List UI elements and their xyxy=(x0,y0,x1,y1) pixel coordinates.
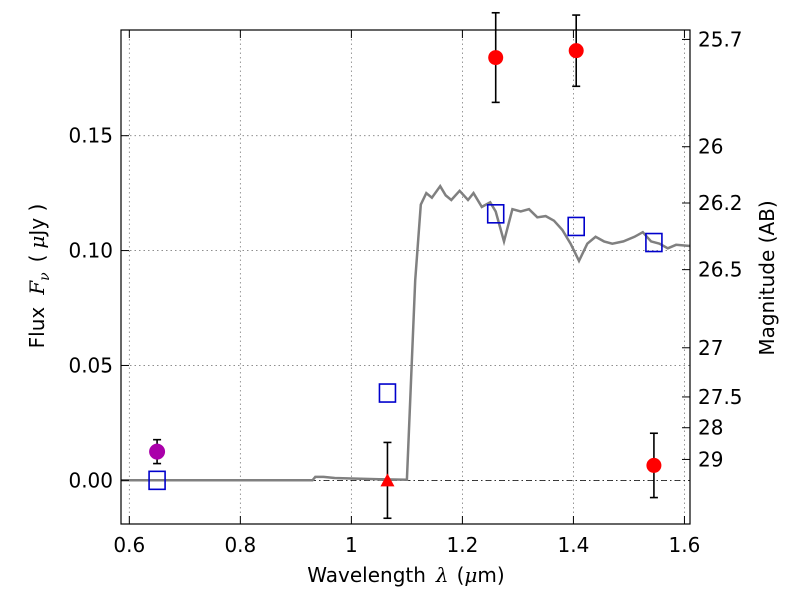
y-tick-label: 0.05 xyxy=(68,353,113,377)
y-axis-label: Flux Fν ( μJy ) xyxy=(25,204,53,349)
detection-data-point xyxy=(646,457,662,473)
x-tick-label: 0.8 xyxy=(224,533,256,557)
x-tick-label: 1 xyxy=(345,533,358,557)
magnitude-tick-label: 26 xyxy=(698,135,723,159)
x-axis-label: Wavelength λ (μm) xyxy=(307,563,504,587)
magnitude-axis-label: Magnitude (AB) xyxy=(755,200,779,355)
y-axis-label-unit-mu: μ xyxy=(25,236,49,249)
magnitude-tick-label: 29 xyxy=(698,447,723,471)
y-tick-label: 0.15 xyxy=(68,124,113,148)
upper-limit-triangle xyxy=(380,473,395,487)
model-photometry-square xyxy=(378,383,397,403)
x-tick-label: 1.6 xyxy=(669,533,701,557)
x-axis-label-prefix: Wavelength xyxy=(307,563,426,587)
magnitude-tick-label: 26.5 xyxy=(698,258,743,282)
y-axis-label-prefix: Flux xyxy=(25,307,49,349)
model-photometry-square xyxy=(486,204,505,224)
magnitude-tick-label: 27.5 xyxy=(698,385,743,409)
x-tick-label: 1.2 xyxy=(446,533,478,557)
magnitude-tick-label: 28 xyxy=(698,416,723,440)
plot-frame xyxy=(120,29,691,525)
detection-data-point xyxy=(488,50,504,66)
magnitude-tick-label: 27 xyxy=(698,336,723,360)
magnitude-tick-label: 25.7 xyxy=(698,27,743,51)
x-tick-label: 0.6 xyxy=(113,533,145,557)
y-tick-label: 0.00 xyxy=(68,468,113,492)
x-axis-label-symbol: λ xyxy=(435,563,449,587)
y-axis-label-subscript: ν xyxy=(37,272,53,281)
detection-data-point xyxy=(568,43,584,59)
x-axis-label-unit-rest: m) xyxy=(477,563,504,587)
y-tick-label: 0.10 xyxy=(68,239,113,263)
x-tick-label: 1.4 xyxy=(558,533,590,557)
model-spectrum-line xyxy=(121,183,691,482)
axis-ticks: 0.6 0.8 1 1.2 1.4 1.6 0.00 0.05 0.10 0.15 25.7 26 26… xyxy=(68,27,742,557)
data-marks xyxy=(148,11,663,520)
x-axis-label-unit-open: ( xyxy=(457,563,465,587)
y-axis-label-unit-open: ( xyxy=(25,255,49,263)
optical-data-point xyxy=(149,443,166,460)
model-photometry-square xyxy=(148,470,166,491)
model-photometry-square xyxy=(567,216,586,237)
y-axis-label-symbol: F xyxy=(25,280,49,296)
grid-lines xyxy=(121,30,690,524)
magnitude-tick-label: 26.2 xyxy=(698,191,743,215)
x-axis-label-unit-mu: μ xyxy=(464,563,477,587)
model-photometry-square xyxy=(645,232,663,253)
y-axis-label-unit-rest: Jy ) xyxy=(25,204,49,238)
